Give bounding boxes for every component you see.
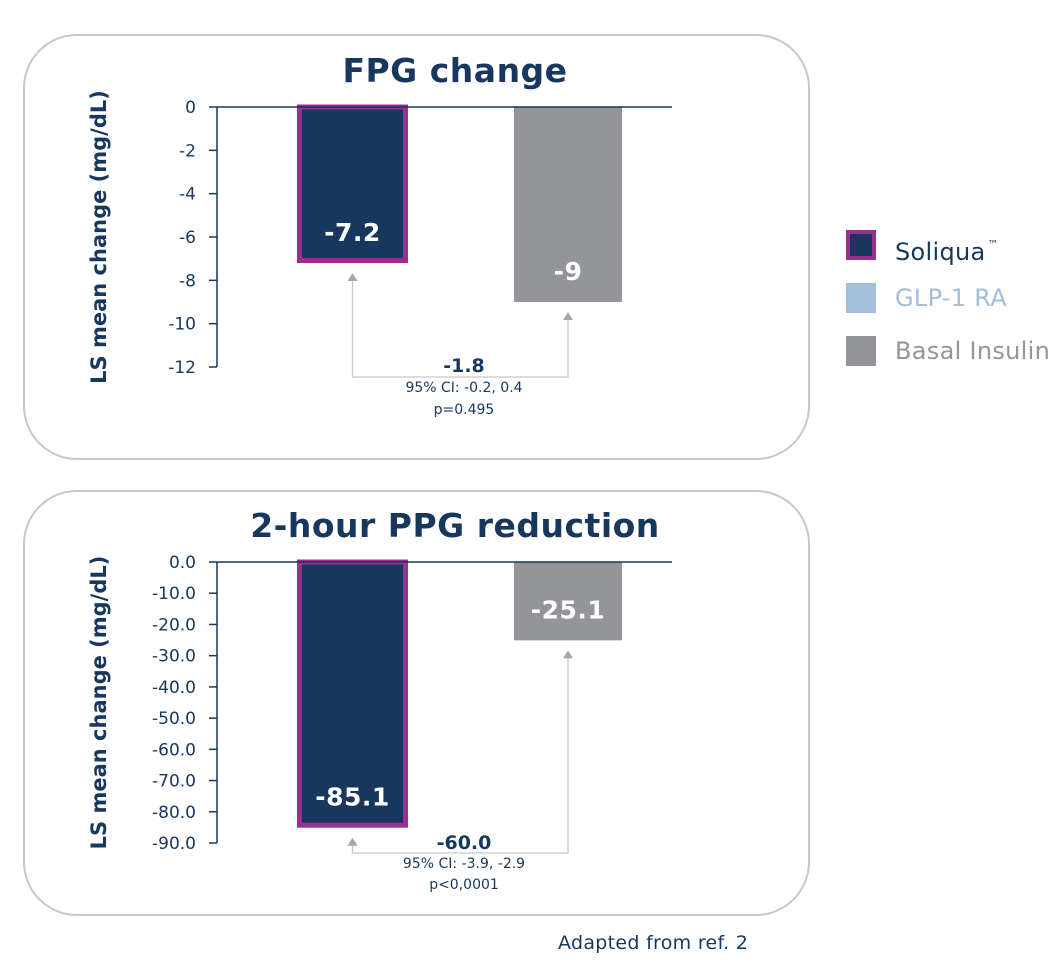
y-tick-label: -60.0: [152, 740, 196, 760]
legend-swatch-glp1-ra: [846, 283, 876, 313]
y-tick-label: 0: [185, 98, 196, 118]
y-tick-label: -40.0: [152, 678, 196, 698]
y-tick-label: -70.0: [152, 772, 196, 792]
y-tick-label: -50.0: [152, 709, 196, 729]
y-tick-label: 0.0: [169, 553, 196, 573]
legend-item-glp1-ra: GLP-1 RA: [846, 283, 1058, 313]
legend-item-soliqua: Soliqua ™: [846, 230, 1058, 266]
bar-value-label-basal-insulin: -25.1: [531, 595, 606, 624]
y-tick-label: -12: [168, 358, 196, 378]
ppg-chart-panel: [23, 490, 810, 916]
chart-title: FPG change: [342, 51, 567, 90]
y-tick-label: -10: [168, 315, 196, 335]
bar-value-label-soliqua: -7.2: [324, 218, 381, 247]
arrow-up-icon: [347, 273, 358, 281]
legend-swatch-soliqua: [846, 230, 876, 260]
comparison-bracket: [351, 279, 569, 378]
comparison-bracket: [351, 656, 569, 854]
y-tick-label: -2: [179, 141, 196, 161]
y-axis-label: LS mean change (mg/dL): [87, 90, 111, 384]
bar-value-label-basal-insulin: -9: [554, 257, 583, 286]
legend-label-basal-insulin: Basal Insulin: [895, 337, 1051, 365]
bar-soliqua: [297, 104, 408, 263]
bar-basal-insulin: [514, 562, 622, 641]
y-tick-label: -20.0: [152, 615, 196, 635]
source-footnote: Adapted from ref. 2: [558, 932, 749, 954]
confidence-interval: 95% CI: -0.2, 0.4: [405, 380, 522, 396]
y-tick-label: -30.0: [152, 647, 196, 667]
y-tick-label: -90.0: [152, 834, 196, 854]
y-tick-label: -10.0: [152, 584, 196, 604]
confidence-interval: 95% CI: -3.9, -2.9: [403, 856, 525, 872]
legend-label-text: Soliqua: [895, 238, 986, 266]
y-tick-label: -80.0: [152, 803, 196, 823]
arrow-up-icon: [347, 837, 358, 846]
trademark-mark: ™: [987, 238, 999, 251]
chart-title: 2-hour PPG reduction: [250, 506, 660, 545]
p-value: p=0.495: [434, 402, 495, 418]
arrow-up-icon: [563, 312, 573, 320]
bar-value-label-soliqua: -85.1: [315, 783, 390, 812]
bar-basal-insulin: [514, 107, 622, 302]
legend-label-glp1-ra: GLP-1 RA: [895, 284, 1007, 312]
legend-item-basal-insulin: Basal Insulin: [846, 336, 1058, 366]
fpg-chart-panel: [23, 34, 810, 460]
y-tick-label: -6: [179, 228, 196, 248]
y-axis-label: LS mean change (mg/dL): [87, 556, 111, 850]
y-tick-label: -8: [179, 271, 196, 291]
p-value: p<0,0001: [429, 877, 499, 893]
legend-swatch-basal-insulin: [846, 336, 876, 366]
legend-label-soliqua: Soliqua ™: [895, 230, 999, 267]
difference-value: -60.0: [437, 832, 492, 854]
y-tick-label: -4: [179, 185, 196, 205]
difference-value: -1.8: [443, 355, 485, 377]
arrow-up-icon: [563, 650, 573, 659]
